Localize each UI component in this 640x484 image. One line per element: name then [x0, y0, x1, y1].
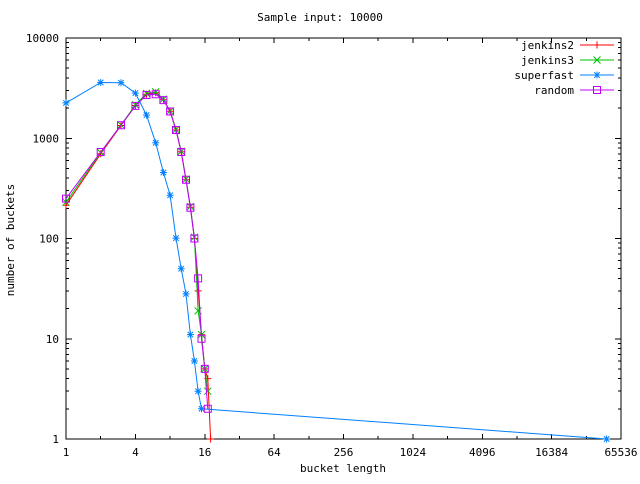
legend-label-jenkins3: jenkins3: [521, 54, 574, 67]
x-tick-label: 65536: [604, 446, 637, 459]
legend-sample-superfast: [580, 71, 614, 79]
chart-title: Sample input: 10000: [257, 11, 383, 24]
x-tick-label: 16384: [535, 446, 568, 459]
x-tick-label: 1024: [400, 446, 427, 459]
series-random: [62, 90, 212, 413]
legend-label-random: random: [534, 84, 574, 97]
legend: jenkins2 jenkins3 superfast random: [514, 39, 614, 97]
plot-layer: 1 4 16 64 256 1024 4096 16384 65536 1 10 100 1000 100…: [26, 32, 638, 459]
series-superfast: [62, 79, 611, 443]
legend-sample-random: [580, 86, 614, 94]
cross-markers: [62, 88, 212, 396]
series-jenkins2: [62, 89, 215, 443]
y-tick-label: 10: [46, 333, 59, 346]
x-tick-label: 4096: [469, 446, 496, 459]
asterisk-markers: [62, 79, 611, 443]
y-tick-label: 1: [52, 433, 59, 446]
axes: [65, 37, 622, 440]
legend-sample-jenkins3: [580, 56, 614, 64]
square-markers: [62, 90, 212, 413]
plus-markers: [62, 89, 215, 443]
legend-label-superfast: superfast: [514, 69, 574, 82]
y-tick-label: 100: [39, 233, 59, 246]
x-tick-label: 64: [268, 446, 282, 459]
x-tick-label: 256: [334, 446, 354, 459]
x-tick-label: 4: [132, 446, 139, 459]
y-axis-label: number of buckets: [4, 184, 17, 297]
x-tick-label: 1: [63, 446, 70, 459]
y-tick-label: 10000: [26, 32, 59, 45]
x-axis-label: bucket length: [300, 462, 386, 475]
y-tick-label: 1000: [33, 132, 60, 145]
legend-sample-jenkins2: [580, 41, 614, 49]
x-tick-label: 16: [198, 446, 211, 459]
series-jenkins3: [62, 88, 212, 396]
legend-label-jenkins2: jenkins2: [521, 39, 574, 52]
